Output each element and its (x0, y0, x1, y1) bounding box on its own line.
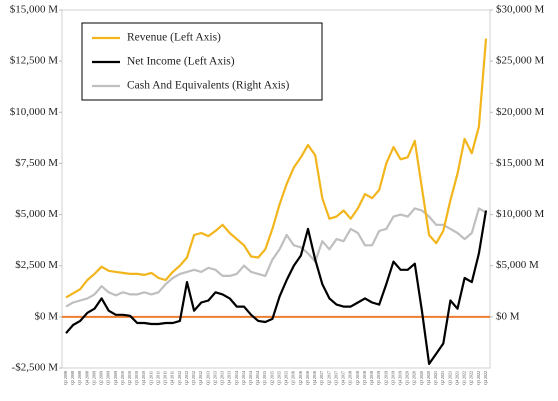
x-tick-label: Q3 2016 (305, 371, 310, 385)
x-tick-label: Q2 2008 (70, 371, 75, 385)
x-tick-label: Q2 2013 (212, 371, 217, 385)
x-tick-label: Q2 2017 (326, 371, 331, 385)
y2-tick-label: $25,000 M (496, 55, 545, 67)
x-tick-label: Q4 2008 (84, 371, 89, 385)
x-tick-label: Q1 2013 (205, 371, 210, 385)
x-tick-label: Q3 2015 (276, 371, 281, 385)
y2-tick-label: $20,000 M (496, 106, 545, 118)
x-tick-label: Q1 2014 (234, 371, 239, 385)
x-tick-label: Q4 2012 (198, 371, 203, 385)
x-tick-label: Q4 2014 (255, 371, 260, 385)
y2-tick-label: $30,000 M (496, 4, 545, 16)
x-tick-label: Q2 2020 (412, 371, 417, 385)
x-tick-label: Q1 2011 (148, 371, 153, 385)
series-line (65, 38, 488, 299)
x-tick-label: Q3 2011 (163, 371, 168, 385)
x-tick-label: Q1 2019 (376, 371, 381, 385)
x-tick-label: Q1 2008 (63, 371, 68, 385)
y-tick-label: $0 M (34, 310, 58, 322)
x-tick-label: Q3 2021 (447, 371, 452, 385)
plot-frame (61, 9, 491, 369)
x-tick-label: Q3 2008 (77, 371, 82, 385)
x-tick-label: Q3 2009 (106, 371, 111, 385)
x-tick-label: Q4 2022 (483, 371, 488, 385)
x-tick-label: Q4 2015 (284, 371, 289, 385)
x-tick-label: Q3 2020 (419, 371, 424, 385)
x-tick-label: Q3 2014 (248, 371, 253, 385)
x-tick-label: Q2 2014 (241, 371, 246, 385)
x-tick-label: Q1 2009 (91, 371, 96, 385)
x-tick-label: Q1 2020 (405, 371, 410, 385)
x-tick-label: Q1 2015 (262, 371, 267, 385)
x-tick-label: Q4 2011 (170, 371, 175, 385)
x-tick-label: Q4 2021 (454, 371, 459, 385)
y-tick-label: $10,000 M (10, 106, 59, 118)
x-tick-label: Q4 2019 (397, 371, 402, 385)
y2-tick-label: $15,000 M (496, 157, 545, 169)
y-tick-label: -$2,500 M (12, 362, 59, 374)
legend-box (81, 22, 323, 101)
x-tick-label: Q4 2020 (426, 371, 431, 385)
legend-label: Cash And Equivalents (Right Axis) (127, 80, 289, 92)
series-line (65, 207, 487, 308)
x-tick-label: Q3 2022 (476, 371, 481, 385)
x-tick-label: Q1 2022 (462, 371, 467, 385)
x-tick-label: Q3 2017 (333, 371, 338, 385)
y-tick-label: $5,000 M (15, 208, 58, 220)
x-tick-label: Q4 2010 (141, 371, 146, 385)
x-tick-label: Q1 2018 (348, 371, 353, 385)
x-tick-label: Q1 2016 (291, 371, 296, 385)
x-tick-label: Q2 2015 (269, 371, 274, 385)
x-tick-label: Q2 2021 (440, 371, 445, 385)
x-tick-label: Q2 2016 (298, 371, 303, 385)
x-tick-label: Q1 2017 (319, 371, 324, 385)
y-tick-label: $15,000 M (10, 4, 59, 16)
y-tick-label: $12,500 M (10, 55, 59, 67)
x-tick-label: Q2 2011 (155, 371, 160, 385)
x-tick-label: Q2 2018 (355, 371, 360, 385)
x-tick-label: Q2 2012 (184, 371, 189, 385)
series-line (65, 210, 488, 365)
x-tick-label: Q4 2013 (227, 371, 232, 385)
y2-tick-label: $10,000 M (496, 208, 545, 220)
x-tick-label: Q1 2021 (433, 371, 438, 385)
x-tick-label: Q3 2012 (191, 371, 196, 385)
x-tick-label: Q1 2010 (120, 371, 125, 385)
x-tick-label: Q3 2018 (362, 371, 367, 385)
y2-tick-label: $5,000 M (496, 259, 539, 271)
x-tick-label: Q2 2009 (99, 371, 104, 385)
x-tick-label: Q3 2013 (220, 371, 225, 385)
x-tick-label: Q4 2016 (312, 371, 317, 385)
x-tick-label: Q4 2009 (113, 371, 118, 385)
legend-label: Revenue (Left Axis) (127, 32, 221, 44)
legend-label: Net Income (Left Axis) (127, 56, 235, 68)
y-tick-label: $7,500 M (15, 157, 58, 169)
y-tick-label: $2,500 M (15, 259, 58, 271)
y2-tick-label: $0 M (496, 310, 520, 322)
x-tick-label: Q2 2010 (127, 371, 132, 385)
x-tick-label: Q3 2010 (134, 371, 139, 385)
x-tick-label: Q2 2019 (383, 371, 388, 385)
x-tick-label: Q1 2012 (177, 371, 182, 385)
x-tick-label: Q2 2022 (469, 371, 474, 385)
x-tick-label: Q4 2018 (369, 371, 374, 385)
x-tick-label: Q3 2019 (390, 371, 395, 385)
x-tick-label: Q4 2017 (341, 371, 346, 385)
